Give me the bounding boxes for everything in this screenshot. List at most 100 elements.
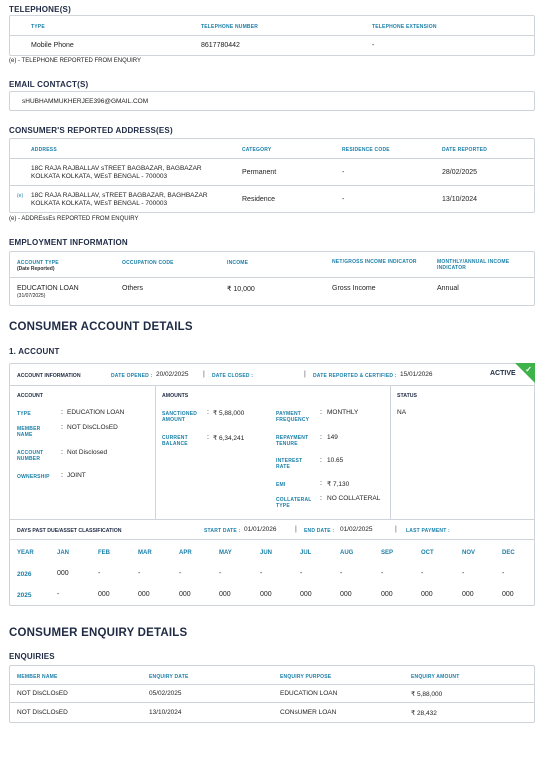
sep-1: | — [203, 371, 205, 378]
start-date-value: 01/01/2026 — [244, 526, 277, 533]
sep-2: | — [304, 371, 306, 378]
month-mar: MAR — [138, 550, 152, 556]
type-label: TYPE — [17, 411, 31, 417]
start-date-label: START DATE : — [204, 528, 241, 534]
month-jun: JUN — [260, 550, 273, 556]
address-1-line2: KOLKATA KOLKATA, WEsT BENGAL - 700003 — [31, 173, 168, 180]
dpd-2025-mar: 000 — [138, 591, 150, 598]
account-number-colon: : — [61, 449, 63, 456]
emi-label: EMI — [276, 482, 286, 488]
type-colon: : — [61, 409, 63, 416]
dpd-2026-oct: - — [421, 570, 424, 577]
month-aug: AUG — [340, 550, 354, 556]
employment-occupation: Others — [122, 285, 144, 292]
enquiry-2-date: 13/10/2024 — [149, 709, 182, 716]
date-closed-label: DATE CLOSED : — [212, 373, 254, 379]
repayment-tenure-label: REPAYMENT TENURE — [276, 435, 309, 447]
month-may: MAY — [219, 550, 232, 556]
payment-frequency-colon: : — [320, 409, 322, 416]
end-date-value: 01/02/2025 — [340, 526, 373, 533]
col-income: INCOME — [227, 260, 249, 266]
dpd-2026-jul: - — [300, 570, 303, 577]
sanctioned-value: ₹ 5,88,000 — [213, 410, 245, 417]
dpd-2025-dec: 000 — [502, 591, 514, 598]
col-net-gross: NET/GROSS INCOME INDICATOR — [332, 259, 417, 265]
ownership-label: OWNERSHIP — [17, 474, 50, 480]
dpd-2025-jul: 000 — [300, 591, 312, 598]
col-telephone-number: TELEPHONE NUMBER — [201, 24, 259, 30]
month-oct: OCT — [421, 550, 434, 556]
member-colon: : — [61, 424, 63, 431]
dpd-2025-jun: 000 — [260, 591, 272, 598]
dpd-2026-nov: - — [462, 570, 465, 577]
dpd-2025-apr: 000 — [179, 591, 191, 598]
amounts-col-label: AMOUNTS — [162, 393, 189, 399]
col-member-name: MEMBER NAME — [17, 674, 58, 680]
telephones-table: TYPE TELEPHONE NUMBER TELEPHONE EXTENSIO… — [9, 15, 535, 56]
member-label: MEMBER NAME — [17, 426, 41, 438]
col-enquiry-amount: ENQUIRY AMOUNT — [411, 674, 460, 680]
dpd-2025-feb: 000 — [98, 591, 110, 598]
employment-monthly: Annual — [437, 285, 459, 292]
col-telephone-extension: TELEPHONE EXTENSION — [372, 24, 437, 30]
account-col-label: ACCOUNT — [17, 393, 43, 399]
date-opened-label: DATE OPENED : — [111, 373, 153, 379]
type-value: EDUCATION LOAN — [67, 409, 125, 416]
current-balance-label: CURRENT BALANCE — [162, 435, 188, 447]
telephones-note: (e) - TELEPHONE REPORTED FROM ENQUIRY — [9, 58, 142, 64]
col-account-type-sub: (Date Reported) — [17, 266, 55, 272]
emi-value: ₹ 7,130 — [327, 481, 350, 488]
col-residence-code: RESIDENCE CODE — [342, 147, 390, 153]
dpd-2025-jan: - — [57, 591, 60, 598]
current-balance-value: ₹ 6,34,241 — [213, 435, 245, 442]
enquiry-2-member: NOT DIsCLOsED — [17, 709, 68, 716]
sep-3: | — [295, 526, 297, 533]
payment-frequency-value: MONTHLY — [327, 409, 359, 416]
address-1-residence: - — [342, 169, 345, 176]
month-dec: DEC — [502, 550, 515, 556]
dpd-2025-sep: 000 — [381, 591, 393, 598]
address-2-residence: - — [342, 196, 345, 203]
dpd-2026-dec: - — [502, 570, 505, 577]
address-2-line1: 18C RAJA RAJBALLAV, sTREET BAGBAZAR, BAG… — [31, 192, 208, 199]
repayment-tenure-colon: : — [320, 434, 322, 441]
address-2-date: 13/10/2024 — [442, 196, 478, 203]
address-1-category: Permanent — [242, 169, 277, 176]
month-jan: JAN — [57, 550, 70, 556]
month-year: YEAR — [17, 550, 34, 556]
col-occupation: OCCUPATION CODE — [122, 260, 174, 266]
active-corner — [515, 363, 535, 383]
date-reported-value: 15/01/2026 — [400, 371, 433, 378]
dpd-2026-may: - — [219, 570, 222, 577]
telephone-type: Mobile Phone — [31, 42, 74, 49]
enquiry-heading: CONSUMER ENQUIRY DETAILS — [9, 627, 188, 639]
enquiry-1-amount: ₹ 5,88,000 — [411, 691, 443, 698]
enquiry-1-member: NOT DIsCLOsED — [17, 690, 68, 697]
member-value: NOT DIsCLOsED — [67, 424, 118, 431]
account-number-value: Not Disclosed — [67, 449, 108, 456]
sep-4: | — [395, 526, 397, 533]
interest-rate-label: INTEREST RATE — [276, 458, 303, 470]
ownership-colon: : — [61, 472, 63, 479]
account-details-heading: CONSUMER ACCOUNT DETAILS — [9, 321, 193, 333]
current-balance-colon: : — [207, 434, 209, 441]
status-value: NA — [397, 409, 407, 416]
employment-income: ₹ 10,000 — [227, 286, 255, 293]
col-monthly-annual: MONTHLY/ANNUAL INCOME INDICATOR — [437, 259, 510, 271]
sanctioned-label: SANCTIONED AMOUNT — [162, 411, 198, 423]
end-date-label: END DATE : — [304, 528, 335, 534]
month-apr: APR — [179, 550, 192, 556]
email-heading: EMAIL CONTACT(S) — [9, 80, 89, 89]
date-opened-value: 20/02/2025 — [156, 371, 189, 378]
dpd-label: DAYS PAST DUE/ASSET CLASSIFICATION — [17, 528, 122, 534]
collateral-colon: : — [320, 495, 322, 502]
account-info-label: ACCOUNT INFORMATION — [17, 373, 81, 379]
account-card: ACCOUNT INFORMATION DATE OPENED : 20/02/… — [9, 363, 535, 606]
col-enquiry-purpose: ENQUIRY PURPOSE — [280, 674, 332, 680]
interest-rate-colon: : — [320, 457, 322, 464]
employment-heading: EMPLOYMENT INFORMATION — [9, 238, 128, 247]
enquiry-1-date: 05/02/2025 — [149, 690, 182, 697]
addresses-note: (e) - ADDREssEs REPORTED FROM ENQUIRY — [9, 216, 139, 222]
col-category: CATEGORY — [242, 147, 272, 153]
address-1-line1: 18C RAJA RAJBALLAV sTREET BAGBAZAR, BAGB… — [31, 165, 202, 172]
